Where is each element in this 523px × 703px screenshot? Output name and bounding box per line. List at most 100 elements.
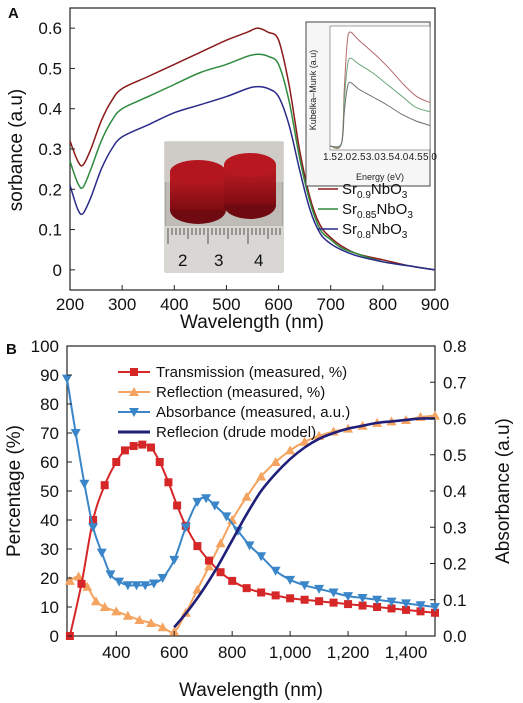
inset-xlabel: Energy (eV) [356,172,404,182]
panel-b-series-3-marker [180,523,191,533]
panel-b: B 400 600 800 1,000 1,200 1,400 0 10 20 30 40 50 60… [4,337,514,701]
panel-b-series-1-marker [204,556,213,565]
panel-b-y-tick-label: 50 [40,482,59,501]
panel-b-y-right-tick-label: 0.5 [443,446,467,465]
panel-b-y-tick-label: 40 [40,511,59,530]
panel-a-x-tick-label: 400 [160,295,188,314]
panel-a-y-tick-label: 0.6 [38,19,62,38]
panel-b-series-3-marker [314,584,325,594]
panel-a-y-tick-label: 0.1 [38,221,62,240]
panel-b-y-ticks-left: 0 10 20 30 40 50 60 70 80 90 100 [31,337,72,646]
legend-a-item-2: Sr0.85NbO3 [318,201,413,221]
inset-series-line-3 [329,81,431,148]
panel-b-series-2-marker [157,622,168,632]
panel-b-series-1-marker [173,501,182,510]
panel-b-series-3-marker [201,494,212,504]
panel-b-y-right-tick-label: 0.8 [443,337,467,356]
panel-b-legend: Transmission (measured, %) Reflection (me… [118,364,350,441]
inset-ylabel: Kubelka–Munk (a.u) [308,50,318,131]
panel-b-series-3-marker [122,581,133,591]
panel-b-series-3-marker [105,570,116,580]
panel-b-y-right-tick-label: 0.3 [443,518,467,537]
panel-a-y-tick-label: 0 [53,261,62,280]
panel-a-label: A [8,5,19,22]
panel-b-series-3-marker [140,581,151,591]
panel-b-series-3-marker [372,595,383,605]
panel-a-x-tick-label: 500 [212,295,240,314]
panel-b-x-tick-label: 600 [160,643,188,662]
panel-b-series-3-marker [131,581,142,591]
panel-b-x-tick-label: 1,200 [327,643,370,662]
panel-b-series-1-marker [315,597,324,606]
panel-b-series-3-marker [415,601,426,611]
panel-b-series-2-marker [134,615,145,625]
panel-a-y-tick-label: 0.5 [38,59,62,78]
legend-b-marker-3 [129,408,139,417]
legend-b-label-3: Absorbance (measured, a.u.) [156,404,350,421]
panel-b-series-3-marker [169,555,180,565]
panel-a-legend: Sr0.9NbO3 Sr0.85NbO3 Sr0.8NbO3 [318,181,413,241]
panel-a-y-tick-label: 0.4 [38,100,62,119]
legend-a-item-1: Sr0.9NbO3 [318,181,408,201]
panel-b-series-2-marker [241,491,252,501]
panel-b-y-tick-label: 70 [40,424,59,443]
panel-b-y-tick-label: 100 [31,337,59,356]
pellet-right-top [224,153,276,177]
panel-a-series-line-3 [69,85,436,271]
panel-b-y-right-tick-label: 0.6 [443,410,467,429]
panel-b-series-3-marker [148,579,159,589]
panel-a-series [69,27,436,271]
panel-b-series-1-marker [286,594,295,603]
panel-b-series-2-marker [215,538,226,548]
panel-b-series-2-marker [270,457,281,466]
panel-b-y-ticks-right: 0.0 0.1 0.2 0.3 0.4 0.5 0.6 0.7 0.8 [430,337,467,646]
pellet-left-top [170,160,226,184]
panel-b-series-2-marker [73,571,84,581]
panel-b-series-1-marker [147,443,156,452]
panel-b-y-tick-label: 10 [40,598,59,617]
panel-b-series-3-marker [114,577,125,587]
panel-b-series-1-marker [431,608,439,617]
panel-b-ylabel-left: Percentage (%) [4,425,25,557]
panel-a-x-tick-label: 200 [56,295,84,314]
panel-b-series-1-marker [402,605,411,614]
panel-b-y-tick-label: 30 [40,540,59,559]
panel-b-series-1-marker [387,604,396,613]
panel-b-series-3-marker [430,603,440,612]
panel-b-series-1-marker [228,576,237,585]
panel-a-x-ticks: 200 300 400 500 600 700 800 900 [56,285,449,314]
legend-b-item-1: Transmission (measured, %) [118,364,347,381]
panel-b-x-tick-label: 1,400 [385,643,428,662]
panel-a-plot-area: 200 300 400 500 600 700 800 900 0 0.1 0.2 0.3 0.4 0.… [38,7,449,314]
panel-b-series-2-marker [192,584,203,594]
panel-a-series-line-2 [69,53,436,271]
panel-b-series-1-marker [193,542,202,551]
inset-x-tick-label: 3.0 [366,152,380,163]
panel-b-series-3-marker [270,566,281,576]
panel-b-series-3-marker [401,599,412,609]
panel-b-y-right-tick-label: 0.2 [443,555,467,574]
panel-b-y-tick-label: 80 [40,395,59,414]
panel-b-series-1-marker [155,458,164,466]
panel-b-y-tick-label: 0 [50,627,59,646]
inset-x-tick-label: 2.5 [352,152,366,163]
panel-b-x-ticks: 400 600 800 1,000 1,200 1,400 [102,631,427,662]
panel-b-series-1-marker [358,601,367,610]
panel-b-series-2-marker [99,602,110,611]
panel-b-series-2-marker [285,445,296,455]
panel-b-y-right-tick-label: 0.1 [443,591,467,610]
panel-b-series-1-marker [112,458,121,466]
legend-b-item-4: Reflecion (drude model) [118,424,316,441]
panel-b-xlabel: Wavelength (nm) [179,680,323,701]
panel-a-y-tick-label: 0.2 [38,180,62,199]
panel-b-series-3-marker [62,374,72,384]
panel-b-series-3-marker [209,501,220,511]
panel-b-series-1-marker [373,603,382,611]
panel-b-y-tick-label: 20 [40,569,59,588]
panel-b-series-1-marker [257,588,266,597]
legend-a-label-3: Sr0.8NbO3 [342,221,408,241]
panel-b-series-3-marker [357,593,368,603]
panel-b-series [62,374,440,640]
inset-x-tick-label: 3.5 [380,152,394,163]
panel-b-series-1-marker [77,579,86,588]
